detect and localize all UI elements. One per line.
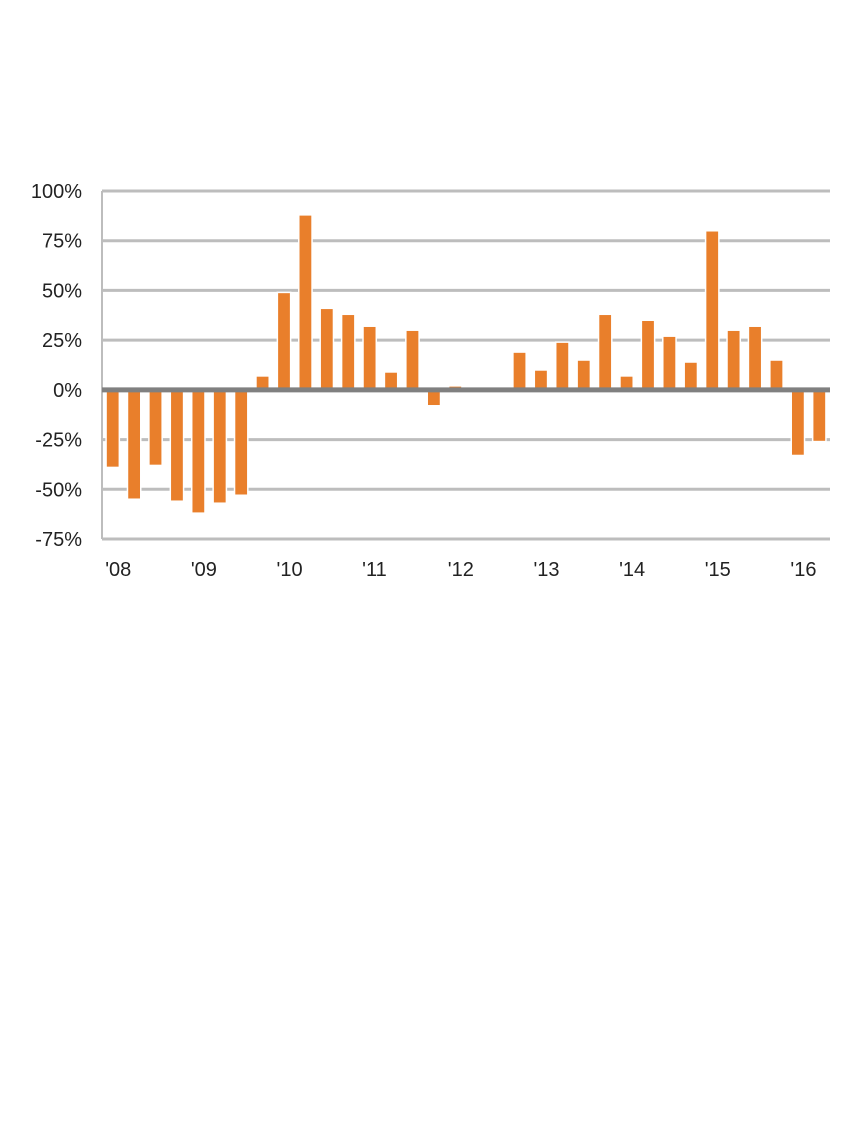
x-tick-label: '11: [362, 559, 387, 581]
bar: [662, 335, 677, 391]
bar: [105, 389, 121, 469]
bar: [554, 341, 570, 391]
bar: [298, 214, 313, 391]
y-tick-label: -75%: [35, 529, 82, 551]
bar: [169, 389, 185, 502]
bar: [769, 359, 784, 391]
bar: [362, 325, 378, 391]
bars: [105, 214, 827, 514]
x-tick-label: '08: [105, 559, 131, 581]
x-tick-label: '16: [790, 559, 816, 581]
bar: [383, 371, 399, 391]
y-tick-label: 25%: [42, 330, 82, 352]
y-tick-label: -50%: [35, 479, 82, 501]
bar: [190, 389, 206, 514]
bar: [405, 329, 420, 391]
y-tick-label: -25%: [35, 430, 82, 452]
grid-lines: [101, 189, 830, 541]
bar: [276, 291, 292, 391]
bar: [212, 389, 228, 504]
bar: [576, 359, 592, 391]
x-tick-label: '14: [619, 559, 645, 581]
bar: [126, 389, 142, 500]
bar: [683, 361, 699, 391]
bar: [640, 319, 656, 391]
x-tick-label: '09: [191, 559, 217, 581]
x-tick-label: '12: [448, 559, 474, 581]
x-tick-label: '15: [705, 559, 731, 581]
bar: [148, 389, 163, 467]
y-tick-label: 50%: [42, 280, 82, 302]
x-tick-label: '10: [277, 559, 303, 581]
y-tick-label: 75%: [42, 231, 82, 253]
bar: [704, 230, 720, 391]
bar: [790, 389, 806, 457]
bar: [533, 369, 549, 391]
y-tick-label: 0%: [53, 380, 82, 402]
bar: [597, 313, 613, 391]
y-axis-ticks: 100% 75% 50% 25% 0% -25% -50% -75%: [31, 181, 82, 551]
bar: [340, 313, 356, 391]
bar: [811, 389, 827, 443]
bar: [726, 329, 742, 391]
y-tick-label: 100%: [31, 181, 82, 203]
bar: [319, 307, 335, 391]
x-tick-label: '13: [533, 559, 559, 581]
bar: [233, 389, 249, 497]
bar: [747, 325, 763, 391]
x-axis-ticks: '08 '09 '10 '11 '12 '13 '14 '15 '16: [105, 559, 816, 581]
bar: [512, 351, 527, 391]
